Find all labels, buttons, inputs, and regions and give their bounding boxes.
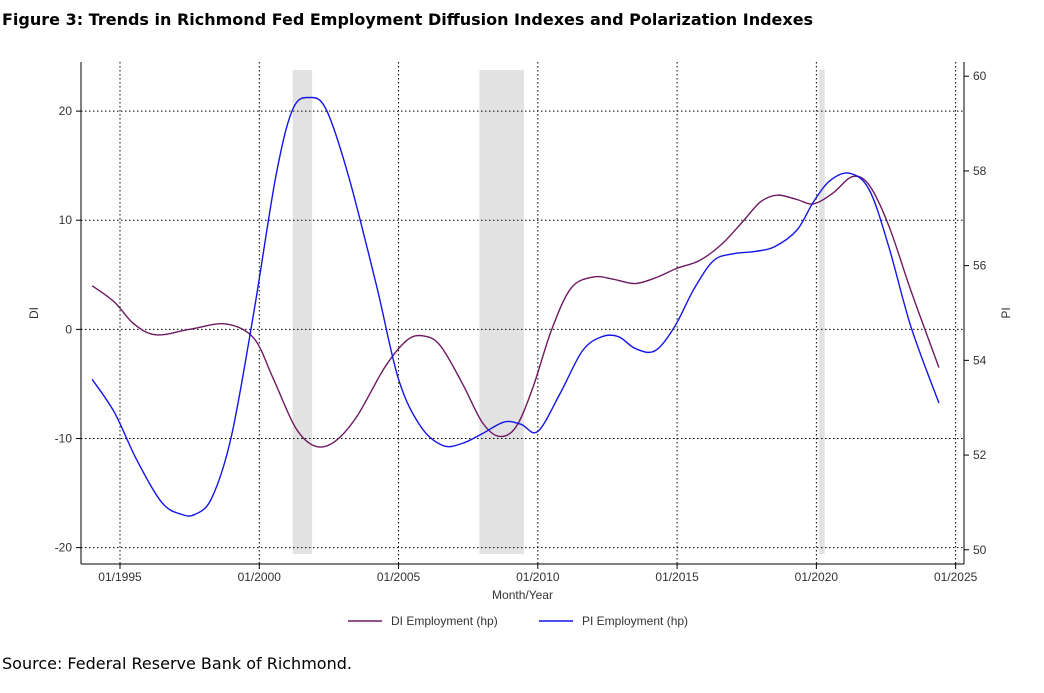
y-left-tick-label: 10	[59, 213, 73, 227]
recession-band	[292, 70, 313, 554]
y-right-tick-label: 60	[973, 69, 987, 83]
x-tick-label: 01/1995	[98, 570, 142, 584]
x-tick-label: 01/2025	[934, 570, 978, 584]
x-tick-label: 01/2015	[655, 570, 699, 584]
y-right-tick-label: 50	[973, 543, 987, 557]
series-line-di	[91, 175, 940, 448]
source-note: Source: Federal Reserve Bank of Richmond…	[2, 654, 352, 673]
y-left-tick-label: 20	[59, 104, 73, 118]
recession-shading	[292, 70, 825, 554]
x-axis-title: Month/Year	[492, 588, 553, 602]
series-line-pi	[91, 96, 940, 517]
y-right-tick-label: 52	[973, 448, 987, 462]
y-left-tick-label: -20	[55, 541, 73, 555]
grid	[81, 62, 964, 564]
x-tick-label: 01/2000	[238, 570, 282, 584]
legend: DI Employment (hp) PI Employment (hp)	[348, 614, 688, 628]
y-left-tick-label: 0	[65, 322, 72, 336]
x-tick-label: 01/2010	[516, 570, 560, 584]
y-left-tick-label: -10	[55, 432, 73, 446]
figure-title: Figure 3: Trends in Richmond Fed Employm…	[2, 10, 814, 29]
y-right-tick-label: 58	[973, 164, 987, 178]
y-right-tick-label: 54	[973, 353, 987, 367]
recession-band	[819, 70, 825, 554]
legend-label: PI Employment (hp)	[582, 614, 688, 628]
y-right-tick-label: 56	[973, 259, 987, 273]
y-axis-right-title: PI	[999, 307, 1013, 318]
x-tick-label: 01/2020	[795, 570, 839, 584]
x-tick-label: 01/2005	[377, 570, 421, 584]
recession-band	[479, 70, 524, 554]
legend-label: DI Employment (hp)	[391, 614, 498, 628]
series	[91, 96, 940, 517]
y-axis-left-title: DI	[27, 307, 41, 319]
axes: 01/1995 01/2000 01/2005 01/2010 01/2015 01/20…	[27, 62, 1013, 602]
